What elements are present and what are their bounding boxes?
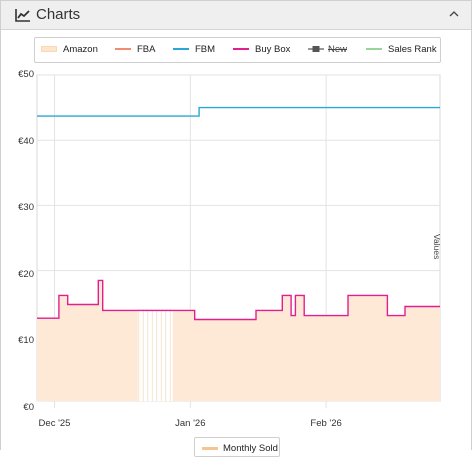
legend-label: Sales Rank: [388, 44, 437, 55]
y-tick-label: €20: [18, 269, 34, 280]
legend-label: Buy Box: [255, 44, 291, 55]
legend-swatch-monthly-sold: [202, 447, 218, 450]
series-line-fbm: [37, 106, 440, 117]
x-tick-label: Jan '26: [175, 418, 206, 429]
panel-title: Charts: [36, 6, 81, 23]
legend-item-fba[interactable]: FBA: [115, 38, 155, 62]
y-tick-label: €0: [23, 402, 34, 413]
legend-item-fbm[interactable]: FBM: [173, 38, 215, 62]
legend-label: Amazon: [63, 44, 98, 55]
y-tick-label: €10: [18, 335, 34, 346]
y-tick-label: €30: [18, 202, 34, 213]
line-chart-icon: [15, 9, 30, 22]
legend-label: Monthly Sold: [223, 443, 278, 454]
legend-item-amazon[interactable]: Amazon: [41, 38, 98, 62]
legend-label: FBA: [137, 44, 156, 55]
amazon-area: [37, 280, 440, 401]
y-axis-title: Values: [432, 234, 442, 260]
legend-swatch-amazon: [41, 46, 57, 53]
x-tick-label: Dec '25: [38, 418, 71, 429]
legend-item-new[interactable]: New: [308, 38, 347, 62]
legend-item-buy-box[interactable]: Buy Box: [233, 38, 290, 62]
legend-item-sales-rank[interactable]: Sales Rank: [366, 38, 437, 62]
chevron-up-icon[interactable]: [449, 10, 459, 18]
legend-item-monthly-sold[interactable]: Monthly Sold: [194, 437, 280, 457]
legend-swatch-fbm: [173, 48, 189, 51]
series-line-buy-box: [37, 279, 440, 321]
legend-swatch-buy-box: [233, 48, 249, 51]
legend-swatch-fba: [115, 48, 131, 51]
legend-label: New: [328, 44, 348, 55]
chart-legend: Amazon FBA FBM Buy Box New Sales Rank: [34, 37, 441, 63]
y-tick-label: €50: [18, 69, 34, 80]
legend-swatch-sales-rank: [366, 48, 382, 51]
x-tick-label: Feb '26: [310, 418, 342, 429]
legend-swatch-new: [308, 46, 324, 53]
y-tick-label: €40: [18, 136, 34, 147]
legend-label: FBM: [195, 44, 216, 55]
charts-panel-header[interactable]: Charts: [1, 1, 471, 30]
